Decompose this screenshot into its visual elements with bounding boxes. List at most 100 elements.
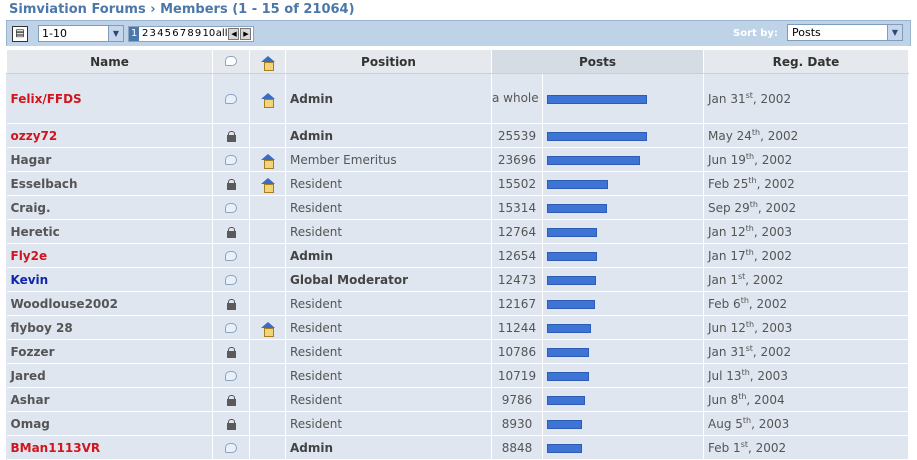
pager-all-link[interactable]: all (215, 28, 228, 39)
member-status-cell (212, 339, 250, 364)
member-name-link[interactable]: Kevin (10, 272, 49, 287)
reg-date-year: , 2002 (752, 345, 792, 359)
pager-page-link[interactable]: 9 (194, 28, 202, 39)
member-posts-cell: 15314 (491, 195, 543, 220)
sort-select[interactable]: Posts ▼ (787, 24, 903, 41)
posts-bar (547, 347, 589, 357)
member-status-cell (212, 243, 250, 268)
member-name-link[interactable]: Jared (10, 368, 46, 383)
member-name-cell: Fozzer (6, 339, 213, 364)
members-toolbar: ▤ 1-10 ▼ 1 2 3 4 5 6 7 8 9 10 all ◀ ▶ Sort by: P… (6, 20, 911, 46)
member-name-link[interactable]: flyboy 28 (10, 320, 73, 335)
lock-icon (226, 178, 236, 190)
reg-date-suffix: th (742, 416, 752, 425)
home-icon[interactable] (260, 153, 275, 169)
lock-icon (226, 346, 236, 358)
speech-bubble-icon (225, 251, 237, 261)
sort-select-value: Posts (792, 26, 821, 39)
member-name-link[interactable]: Omag (10, 416, 50, 431)
reg-date-year: , 2002 (752, 92, 792, 106)
member-name-link[interactable]: Hagar (10, 152, 52, 167)
pager-page-link[interactable]: 8 (187, 28, 194, 39)
range-select[interactable]: 1-10 ▼ (38, 25, 124, 42)
member-position: Global Moderator (290, 272, 409, 287)
member-name-link[interactable]: Craig. (10, 200, 51, 215)
pager-page-link[interactable]: 5 (164, 28, 172, 39)
column-header-posts[interactable]: Posts (491, 49, 704, 74)
member-name-link[interactable]: Fozzer (10, 344, 55, 359)
member-posts-cell: 11244 (491, 315, 543, 340)
member-position: Admin (290, 440, 334, 455)
home-icon[interactable] (260, 321, 275, 337)
home-icon (260, 55, 275, 71)
post-count: 12167 (497, 296, 537, 311)
column-header-home[interactable] (249, 49, 286, 74)
table-row: Hagar Member Emeritus 23696 Jun 19th, 2002 (6, 147, 909, 172)
member-position-cell: Resident (285, 171, 492, 196)
member-posts-bar-cell (542, 315, 704, 340)
member-posts-cell: 25539 (491, 123, 543, 148)
member-name-link[interactable]: BMan1113VR (10, 440, 101, 455)
reg-date-day: Jan 31 (708, 345, 746, 359)
table-row: Omag Resident 8930 Aug 5th, 2003 (6, 411, 909, 436)
member-name-link[interactable]: ozzy72 (10, 128, 58, 143)
post-count: 12473 (497, 272, 537, 287)
member-reg-date: Jan 31st, 2002 (703, 339, 909, 364)
reg-date-day: Feb 25 (708, 177, 749, 191)
chevron-down-icon[interactable]: ▼ (887, 25, 902, 40)
member-reg-date: Jun 12th, 2003 (703, 315, 909, 340)
page-icon[interactable]: ▤ (12, 26, 28, 42)
breadcrumb: Simviation Forums › Members (1 - 15 of 2… (0, 0, 917, 20)
pager-page-link[interactable]: 10 (202, 28, 216, 39)
column-header-name[interactable]: Name (6, 49, 213, 74)
member-name-link[interactable]: Heretic (10, 224, 60, 239)
column-header-status[interactable] (212, 49, 250, 74)
member-name-cell: Kevin (6, 267, 213, 292)
member-name-cell: Omag (6, 411, 213, 436)
posts-bar (547, 395, 585, 405)
member-position: Resident (290, 200, 343, 215)
posts-bar (547, 371, 589, 381)
post-count: 15314 (497, 200, 537, 215)
member-name-link[interactable]: Fly2e (10, 248, 48, 263)
member-name-link[interactable]: Esselbach (10, 176, 78, 191)
post-count: 9786 (501, 392, 533, 407)
reg-date-day: Aug 5 (708, 417, 743, 431)
pager-next-icon[interactable]: ▶ (240, 28, 252, 40)
post-count: 10786 (497, 344, 537, 359)
member-name-link[interactable]: Ashar (10, 392, 50, 407)
range-select-value: 1-10 (42, 27, 67, 40)
reg-date-year: , 2002 (748, 297, 788, 311)
pager-page-link[interactable]: 6 (172, 28, 179, 39)
reg-date-day: Jun 12 (708, 321, 746, 335)
pager-page-link[interactable]: 7 (179, 28, 187, 39)
speech-bubble-icon (225, 155, 237, 165)
home-icon[interactable] (260, 92, 275, 108)
breadcrumb-forum-link[interactable]: Simviation Forums (9, 2, 146, 17)
reg-date-suffix: th (745, 248, 754, 257)
member-status-cell (212, 315, 250, 340)
member-name-cell: Ashar (6, 387, 213, 412)
member-posts-cell: 12764 (491, 219, 543, 244)
member-position-cell: Global Moderator (285, 267, 492, 292)
pager-page-link[interactable]: 4 (157, 28, 164, 39)
member-position-cell: Resident (285, 291, 492, 316)
reg-date-year: , 2002 (754, 153, 793, 167)
speech-bubble-icon (225, 443, 237, 453)
posts-bar (547, 275, 596, 285)
member-name-link[interactable]: Woodlouse2002 (10, 296, 118, 311)
table-row: ozzy72 Admin 25539 May 24th, 2002 (6, 123, 909, 148)
member-home-cell (249, 267, 286, 292)
pager-page-link[interactable]: 3 (149, 28, 156, 39)
member-name-link[interactable]: Felix/FFDS (10, 91, 82, 106)
member-position: Resident (290, 320, 343, 335)
member-name-cell: Woodlouse2002 (6, 291, 213, 316)
chevron-down-icon[interactable]: ▼ (108, 26, 123, 41)
column-header-position[interactable]: Position (285, 49, 492, 74)
home-icon[interactable] (260, 177, 275, 193)
pager-prev-icon[interactable]: ◀ (228, 28, 240, 40)
column-header-reg-date[interactable]: Reg. Date (703, 49, 909, 74)
member-name-cell: Felix/FFDS (6, 73, 213, 124)
pager-page-link[interactable]: 2 (141, 28, 149, 39)
reg-date-day: Jul 13 (708, 369, 742, 383)
